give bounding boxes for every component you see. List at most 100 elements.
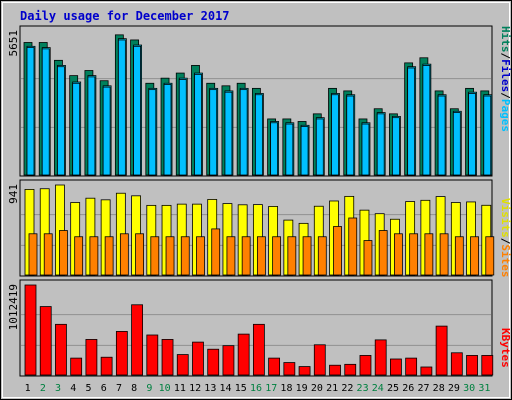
day-label: 7 [116,383,122,394]
top-legend-item: / [499,53,512,60]
bar-pages-day-2 [41,48,50,176]
bar-pages-day-27 [422,65,431,176]
day-label: 26 [402,383,414,394]
bar-kbytes-day-30 [466,355,478,376]
bar-kbytes-day-29 [450,352,463,376]
bar-kbytes-day-8 [131,304,143,376]
day-label: 1 [25,383,31,394]
bar-sites-day-14 [226,236,236,276]
day-label: 13 [204,383,216,394]
day-label: 9 [146,383,152,394]
chart-title: Daily usage for December 2017 [20,9,230,23]
bar-pages-day-31 [483,95,492,176]
day-label: 29 [448,383,460,394]
bar-sites-day-9 [150,236,160,276]
bar-pages-day-19 [300,126,309,176]
bar-kbytes-day-26 [405,357,418,376]
middle-panel-max-label: 941 [7,184,20,204]
bar-kbytes-day-22 [344,363,357,376]
bar-pages-day-23 [361,123,370,176]
bar-kbytes-day-11 [176,354,189,376]
bar-sites-day-31 [485,236,495,276]
bar-sites-day-29 [454,236,464,276]
bar-pages-day-14 [224,91,233,176]
bar-kbytes-day-25 [390,358,402,376]
day-label: 21 [326,383,338,394]
bar-kbytes-day-12 [192,341,204,376]
bar-pages-day-4 [72,82,81,176]
middle-legend-item: Visits [499,198,512,238]
bar-kbytes-day-2 [39,306,52,376]
bar-kbytes-day-6 [100,356,113,376]
bar-kbytes-day-1 [24,284,37,376]
bar-sites-day-15 [241,236,251,276]
day-label: 3 [55,383,61,394]
bottom-panel-max-label: 1012419 [7,284,20,330]
bar-kbytes-day-5 [85,339,98,376]
bar-kbytes-day-21 [329,364,341,376]
bar-kbytes-day-9 [146,334,159,376]
bar-pages-day-16 [254,94,263,176]
bar-pages-day-1 [26,47,35,176]
day-label: 6 [101,383,107,394]
bar-pages-day-22 [346,95,355,176]
bar-sites-day-25 [394,233,403,276]
top-legend-item: Pages [499,99,512,132]
day-label: 17 [265,383,277,394]
bar-kbytes-day-4 [70,357,83,376]
middle-legend-item: Sites [499,244,512,277]
day-label: 25 [387,383,399,394]
bar-sites-day-19 [302,236,312,276]
bar-sites-day-28 [439,233,449,276]
bar-kbytes-day-7 [115,331,128,376]
day-label: 16 [250,383,262,394]
bar-pages-day-26 [407,67,416,176]
bar-kbytes-day-13 [207,348,220,376]
middle-panel-bars [24,184,495,276]
bar-pages-day-25 [392,117,400,176]
bar-sites-day-22 [348,217,358,276]
top-legend-item: Hits [499,26,512,53]
day-label: 4 [70,383,76,394]
bar-sites-day-21 [333,226,342,276]
bar-pages-day-15 [239,89,248,176]
bar-kbytes-day-15 [237,333,250,376]
bar-kbytes-day-16 [252,323,265,376]
bar-kbytes-day-10 [161,339,174,376]
bar-sites-day-13 [211,228,221,276]
day-labels: 1 2 3 4 5 6 7 8 9 10 11 12 13 14 15 16 17 18 19 20 21 22 23 24 2… [25,383,491,394]
day-label: 27 [417,383,429,394]
bar-sites-day-2 [43,233,53,276]
bar-pages-day-20 [315,118,324,176]
bar-pages-day-7 [117,39,126,176]
bar-pages-day-13 [209,89,218,176]
day-label: 24 [372,383,384,394]
bar-sites-day-18 [287,236,297,276]
top-panel-max-label: 5651 [7,30,20,57]
day-label: 14 [220,383,232,394]
bar-pages-day-28 [437,95,446,176]
bar-pages-day-17 [270,122,279,176]
bar-pages-day-8 [133,45,141,176]
bar-kbytes-day-31 [481,355,494,376]
day-label: 5 [86,383,92,394]
day-label: 11 [174,383,186,394]
bar-pages-day-30 [468,93,476,176]
bottom-legend-item: KBytes [499,328,512,368]
middle-panel: 941 Visits/Sites [7,179,512,278]
bar-sites-day-4 [74,236,84,276]
bar-sites-day-7 [119,233,129,276]
top-panel-bars [23,34,493,176]
bar-sites-day-3 [59,230,68,276]
bar-pages-day-24 [376,113,385,176]
bottom-panel-bars [24,284,494,376]
day-label: 28 [433,383,445,394]
bar-pages-day-29 [452,112,461,176]
day-label: 15 [235,383,247,394]
bar-sites-day-23 [363,240,373,276]
bar-pages-day-18 [285,123,294,176]
bar-pages-day-5 [87,76,96,176]
bar-sites-day-27 [424,233,434,276]
